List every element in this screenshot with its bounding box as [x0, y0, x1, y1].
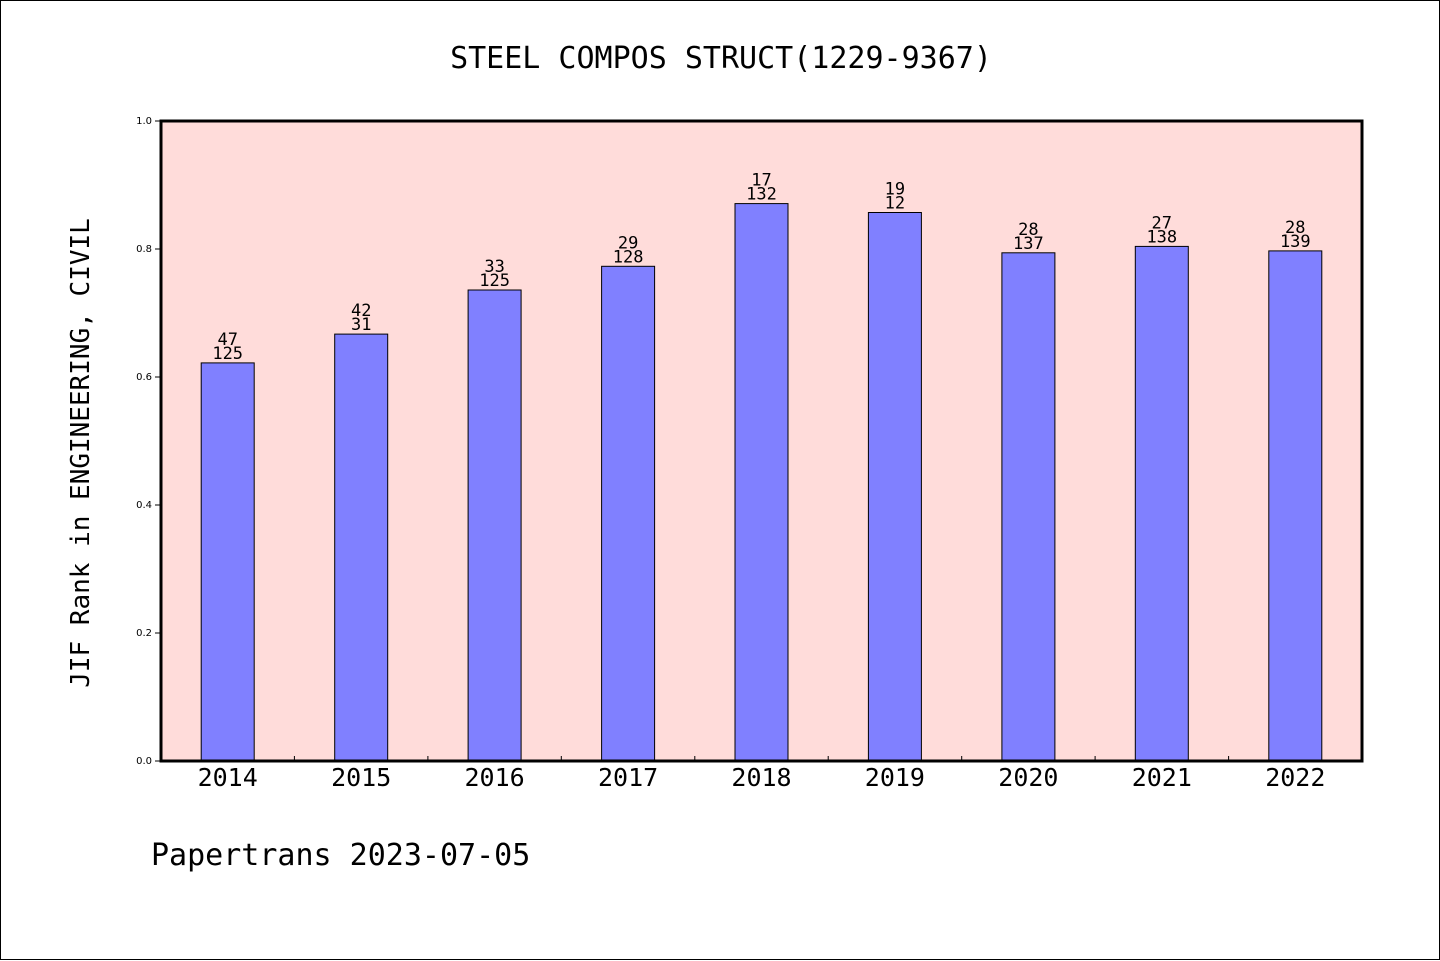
y-axis-label: JIF Rank in ENGINEERING, CIVIL — [66, 218, 96, 688]
bar-rank-label: 17 — [751, 171, 771, 191]
bar-total-label: 138 — [1146, 227, 1177, 247]
bar-total-label: 31 — [351, 315, 371, 335]
bar-2021 — [1134, 245, 1189, 762]
y-axis: 0.0 0.2 0.4 0.6 0.8 1.0 — [136, 116, 161, 767]
bar-total-label: 139 — [1280, 232, 1311, 252]
bar-rank-label: 47 — [217, 330, 237, 350]
y-tick-label: 0.4 — [136, 500, 152, 511]
bar-2017 — [601, 265, 656, 762]
x-axis: 2014 2015 2016 2017 2018 2019 2020 2021 2022 — [198, 756, 1325, 792]
bar-rank-label: 33 — [484, 257, 504, 277]
x-tick-label: 2019 — [865, 763, 925, 792]
bar-rank-label: 29 — [618, 233, 638, 253]
bar-2022 — [1268, 250, 1323, 762]
bar-rank-label: 28 — [1285, 218, 1305, 238]
y-tick-label: 0.6 — [136, 372, 152, 383]
x-tick-label: 2021 — [1132, 763, 1192, 792]
plot-border — [159, 119, 1364, 763]
bar-2016 — [467, 289, 522, 762]
y-tick-label: 1.0 — [136, 116, 152, 127]
x-tick-label: 2015 — [331, 763, 391, 792]
footer-source: Papertrans 2023-07-05 — [151, 838, 530, 873]
y-tick-label: 0.0 — [136, 756, 152, 767]
bar-rank-label: 42 — [351, 301, 371, 321]
bar-rank-label: 28 — [1018, 220, 1038, 240]
y-tick-label: 0.8 — [136, 244, 152, 255]
bar-total-label: 125 — [479, 271, 510, 291]
bar-total-label: 128 — [613, 247, 644, 267]
x-tick-label: 2020 — [998, 763, 1058, 792]
y-tick-label: 0.2 — [136, 628, 152, 639]
bar-rank-label: 19 — [885, 180, 905, 200]
bar-2014 — [200, 362, 255, 762]
bar-rank-label: 27 — [1152, 213, 1172, 233]
bar-total-label: 12 — [885, 194, 905, 214]
bar-total-label: 137 — [1013, 234, 1044, 254]
bars-layer — [200, 203, 1323, 762]
x-tick-label: 2022 — [1265, 763, 1325, 792]
bar-2015 — [334, 333, 389, 762]
x-tick-label: 2016 — [464, 763, 524, 792]
x-tick-label: 2014 — [198, 763, 258, 792]
x-tick-label: 2017 — [598, 763, 658, 792]
bar-2020 — [1001, 252, 1056, 762]
chart-title: STEEL COMPOS STRUCT(1229-9367) — [450, 41, 992, 76]
bar-total-label: 132 — [746, 185, 777, 205]
x-tick-label: 2018 — [731, 763, 791, 792]
bar-total-label: 125 — [212, 344, 243, 364]
bar-2019 — [867, 212, 922, 762]
bar-2018 — [734, 203, 789, 762]
